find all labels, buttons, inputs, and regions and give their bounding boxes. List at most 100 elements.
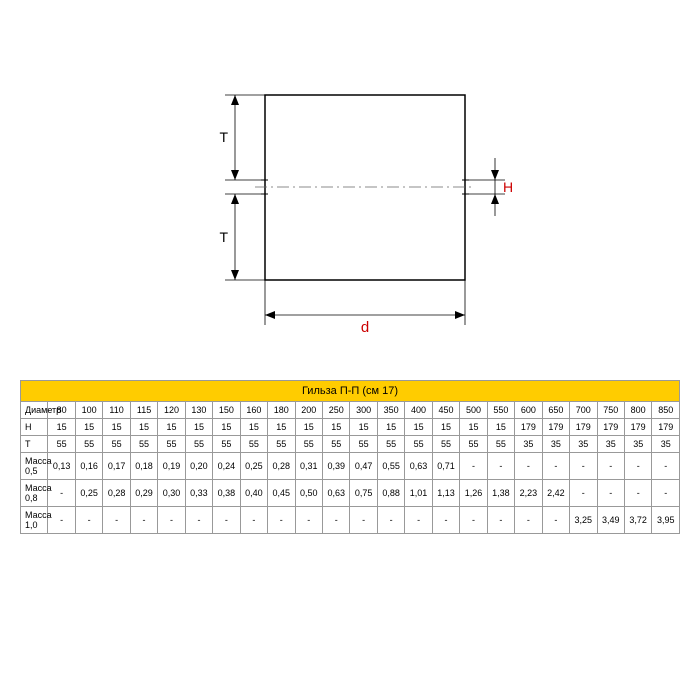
table-cell: 110 xyxy=(103,402,130,419)
table-cell: 179 xyxy=(624,419,651,436)
table-cell: 55 xyxy=(48,436,75,453)
table-cell: 0,88 xyxy=(377,480,404,507)
table-cell: 0,45 xyxy=(268,480,295,507)
table-cell: - xyxy=(624,453,651,480)
table-cell: - xyxy=(322,507,349,534)
table-row: Масса 0,8-0,250,280,290,300,330,380,400,… xyxy=(21,480,680,507)
table-cell: 55 xyxy=(268,436,295,453)
table-cell: 0,25 xyxy=(75,480,102,507)
table-cell: 0,31 xyxy=(295,453,322,480)
table-cell: 55 xyxy=(460,436,487,453)
table-cell: 55 xyxy=(322,436,349,453)
table-cell: 15 xyxy=(377,419,404,436)
table-cell: 0,50 xyxy=(295,480,322,507)
table-cell: 179 xyxy=(597,419,624,436)
table-cell: 55 xyxy=(103,436,130,453)
table-cell: 55 xyxy=(487,436,514,453)
table-cell: 550 xyxy=(487,402,514,419)
table-cell: 55 xyxy=(377,436,404,453)
row-label: Диаметр xyxy=(21,402,48,419)
table-row: Диаметр801001101151201301501601802002503… xyxy=(21,402,680,419)
table-cell: 0,47 xyxy=(350,453,377,480)
label-T-lower: T xyxy=(219,229,228,245)
table-cell: 160 xyxy=(240,402,267,419)
table-cell: 35 xyxy=(624,436,651,453)
table-title: Гильза П-П (см 17) xyxy=(21,381,680,402)
table-cell: 3,72 xyxy=(624,507,651,534)
table-cell: 55 xyxy=(432,436,459,453)
table-cell: 3,25 xyxy=(570,507,597,534)
table-cell: - xyxy=(597,480,624,507)
table-cell: 300 xyxy=(350,402,377,419)
table-cell: - xyxy=(515,453,542,480)
table-cell: 55 xyxy=(350,436,377,453)
table-cell: 15 xyxy=(75,419,102,436)
table-cell: 35 xyxy=(652,436,680,453)
table-cell: 0,17 xyxy=(103,453,130,480)
table-cell: 150 xyxy=(213,402,240,419)
table-cell: 55 xyxy=(405,436,432,453)
table-cell: 0,71 xyxy=(432,453,459,480)
table-cell: 750 xyxy=(597,402,624,419)
table-cell: 55 xyxy=(295,436,322,453)
table-cell: - xyxy=(624,480,651,507)
table-cell: 15 xyxy=(350,419,377,436)
table-cell: 500 xyxy=(460,402,487,419)
table-cell: - xyxy=(185,507,212,534)
table-cell: 650 xyxy=(542,402,569,419)
label-H: H xyxy=(503,179,513,195)
table-title-row: Гильза П-П (см 17) xyxy=(21,381,680,402)
table-cell: 0,63 xyxy=(322,480,349,507)
table-cell: - xyxy=(460,507,487,534)
table-row: H151515151515151515151515151515151517917… xyxy=(21,419,680,436)
table-cell: 0,30 xyxy=(158,480,185,507)
table-cell: 350 xyxy=(377,402,404,419)
table-cell: 0,18 xyxy=(130,453,157,480)
table-row: Масса 0,50,130,160,170,180,190,200,240,2… xyxy=(21,453,680,480)
table-cell: 130 xyxy=(185,402,212,419)
table-cell: 3,95 xyxy=(652,507,680,534)
table-cell: 15 xyxy=(240,419,267,436)
table-row: Масса 1,0-------------------3,253,493,72… xyxy=(21,507,680,534)
table-cell: - xyxy=(350,507,377,534)
table-cell: - xyxy=(542,453,569,480)
label-T-upper: T xyxy=(219,129,228,145)
table-cell: - xyxy=(460,453,487,480)
table-cell: 15 xyxy=(322,419,349,436)
table-cell: 2,23 xyxy=(515,480,542,507)
table-cell: 15 xyxy=(158,419,185,436)
table-cell: 55 xyxy=(130,436,157,453)
table-cell: 850 xyxy=(652,402,680,419)
table-cell: 55 xyxy=(240,436,267,453)
table-cell: - xyxy=(515,507,542,534)
table-cell: 35 xyxy=(515,436,542,453)
table-cell: 15 xyxy=(185,419,212,436)
table-cell: 1,38 xyxy=(487,480,514,507)
table-cell: 1,26 xyxy=(460,480,487,507)
table-cell: 0,38 xyxy=(213,480,240,507)
table-cell: - xyxy=(570,480,597,507)
table-cell: - xyxy=(295,507,322,534)
table-cell: 15 xyxy=(460,419,487,436)
table-cell: - xyxy=(268,507,295,534)
table-cell: 179 xyxy=(570,419,597,436)
table-cell: 55 xyxy=(75,436,102,453)
table-cell: 179 xyxy=(542,419,569,436)
table-cell: 15 xyxy=(432,419,459,436)
table-cell: 0,63 xyxy=(405,453,432,480)
table-cell: - xyxy=(405,507,432,534)
table-cell: 0,28 xyxy=(103,480,130,507)
row-label: Масса 0,8 xyxy=(21,480,48,507)
table-cell: - xyxy=(213,507,240,534)
table-cell: 100 xyxy=(75,402,102,419)
table-cell: 120 xyxy=(158,402,185,419)
table-cell: 0,24 xyxy=(213,453,240,480)
table-cell: 0,13 xyxy=(48,453,75,480)
row-label: Масса 1,0 xyxy=(21,507,48,534)
table-cell: 0,33 xyxy=(185,480,212,507)
table-cell: 3,49 xyxy=(597,507,624,534)
table-cell: 179 xyxy=(515,419,542,436)
table-cell: 200 xyxy=(295,402,322,419)
table-cell: - xyxy=(487,453,514,480)
table-cell: - xyxy=(103,507,130,534)
